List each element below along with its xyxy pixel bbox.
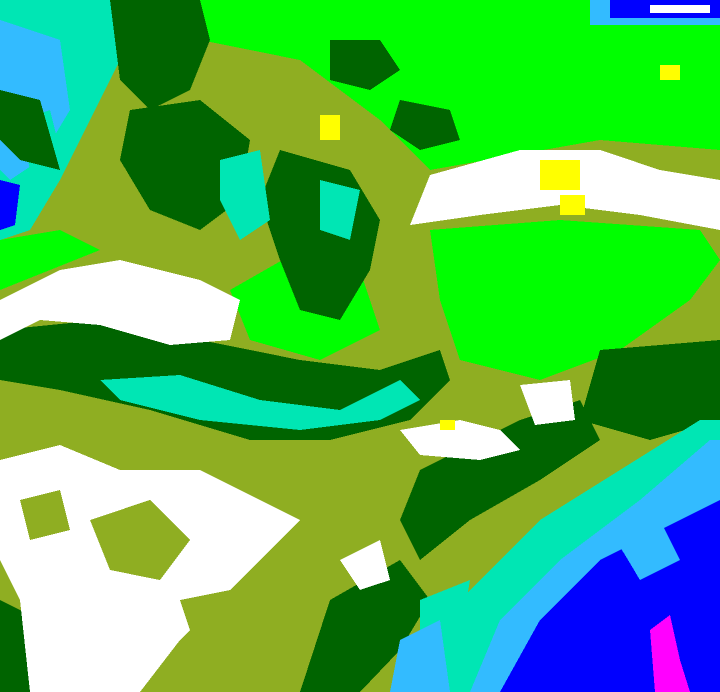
blue-strip-northeast [590,0,720,25]
olive-patches-in-white [20,490,250,660]
yellow-specks [320,65,680,430]
teal-band-central [100,150,420,430]
magenta-patch [650,615,690,692]
